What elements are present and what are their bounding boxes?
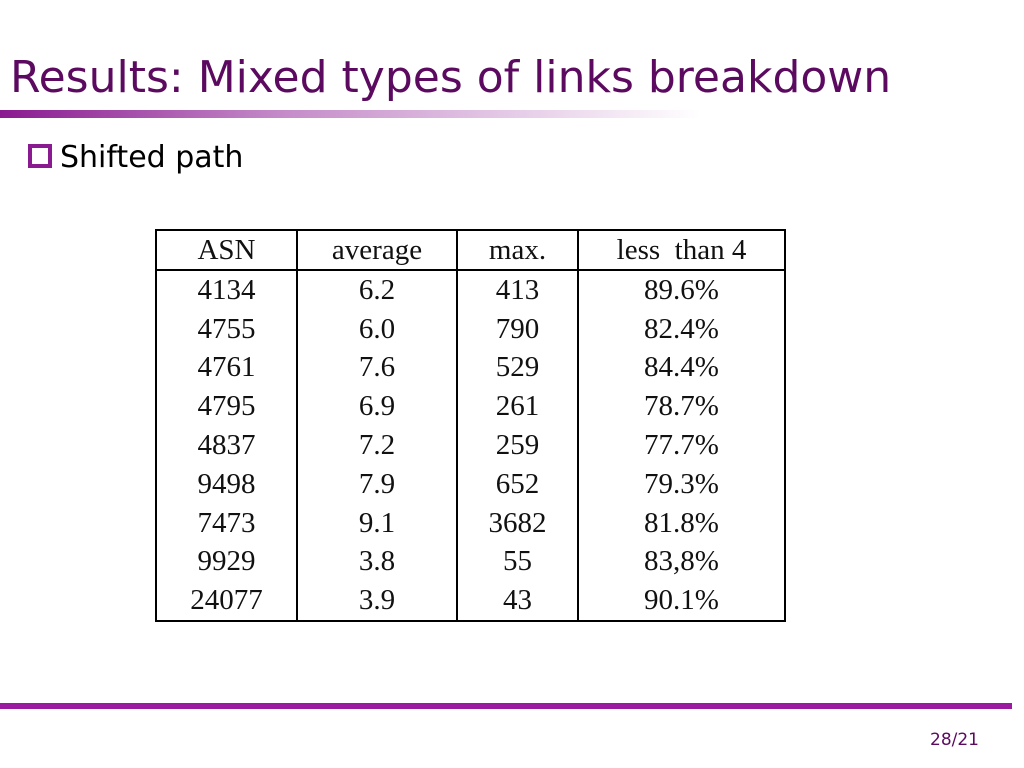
bullet-icon xyxy=(28,143,52,168)
table-cell: 55 xyxy=(456,542,578,582)
table-cell: 6.9 xyxy=(296,387,457,427)
table-row: 4795 6.9 261 78.7% xyxy=(155,387,785,427)
table-cell: 90.1% xyxy=(577,581,785,622)
table-cell: 81.8% xyxy=(577,503,785,543)
table-cell: 790 xyxy=(456,309,578,349)
bullet-text: Shifted path xyxy=(60,140,244,175)
table-cell: 4795 xyxy=(155,387,297,427)
table-cell: 79.3% xyxy=(577,464,785,504)
header-row: ASN average max. less than 4 xyxy=(155,230,785,271)
column-header: ASN xyxy=(155,230,297,271)
table-row: 4755 6.0 790 82.4% xyxy=(155,309,785,349)
table-cell: 4837 xyxy=(155,426,297,465)
page-number: 28/21 xyxy=(930,730,979,750)
table-row: 7473 9.1 3682 81.8% xyxy=(155,503,785,543)
table-cell: 7473 xyxy=(155,503,297,543)
column-header: less than 4 xyxy=(577,230,785,271)
title-underline xyxy=(0,110,700,118)
table-cell: 4761 xyxy=(155,348,297,388)
table-cell: 4134 xyxy=(155,270,297,310)
table-cell: 259 xyxy=(456,426,578,465)
slide-title: Results: Mixed types of links breakdown xyxy=(10,52,892,103)
table-cell: 7.6 xyxy=(296,348,457,388)
table-cell: 7.9 xyxy=(296,464,457,504)
table-cell: 89.6% xyxy=(577,270,785,310)
table-cell: 77.7% xyxy=(577,426,785,465)
footer-bar xyxy=(0,703,1012,709)
table-row: 9498 7.9 652 79.3% xyxy=(155,464,785,504)
table-cell: 9929 xyxy=(155,542,297,582)
table-cell: 83,8% xyxy=(577,542,785,582)
table-row: 9929 3.8 55 83,8% xyxy=(155,542,785,582)
table-cell: 43 xyxy=(456,581,578,622)
column-header: max. xyxy=(456,230,578,271)
data-table: ASN average max. less than 4 4134 6.2 413 89.6%… xyxy=(155,229,786,623)
table-cell: 6.2 xyxy=(296,270,457,310)
table-cell: 3682 xyxy=(456,503,578,543)
table-cell: 9.1 xyxy=(296,503,457,543)
table-cell: 24077 xyxy=(155,581,297,622)
table-row: 4837 7.2 259 77.7% xyxy=(155,426,785,465)
bullet: Shifted path xyxy=(28,139,243,177)
table-cell: 9498 xyxy=(155,464,297,504)
column-header: average xyxy=(296,230,457,271)
table-row: 4761 7.6 529 84.4% xyxy=(155,348,785,388)
table-cell: 413 xyxy=(456,270,578,310)
table-cell: 84.4% xyxy=(577,348,785,388)
table-cell: 82.4% xyxy=(577,309,785,349)
table-cell: 6.0 xyxy=(296,309,457,349)
table-cell: 3.8 xyxy=(296,542,457,582)
table-cell: 4755 xyxy=(155,309,297,349)
table-cell: 78.7% xyxy=(577,387,785,427)
table-cell: 261 xyxy=(456,387,578,427)
table-cell: 529 xyxy=(456,348,578,388)
table-row: 24077 3.9 43 90.1% xyxy=(155,581,785,622)
table-row: 4134 6.2 413 89.6% xyxy=(155,270,785,310)
table-cell: 3.9 xyxy=(296,581,457,622)
table-cell: 7.2 xyxy=(296,426,457,465)
table-cell: 652 xyxy=(456,464,578,504)
